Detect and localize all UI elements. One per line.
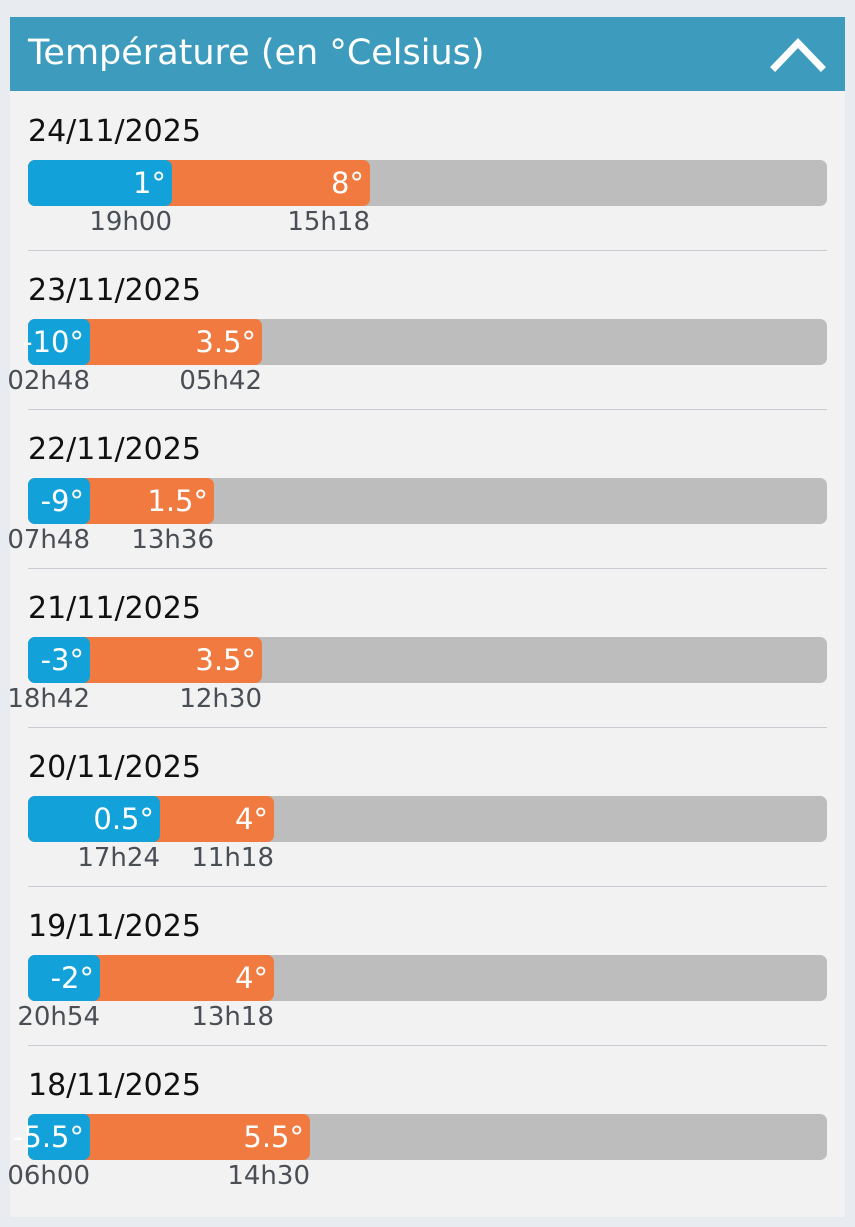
min-temperature-label: -9°: [40, 484, 84, 518]
temperature-range-track: 4° -2°: [28, 955, 827, 1001]
min-temperature-label: -5.5°: [12, 1120, 84, 1154]
max-temperature-time: 11h18: [191, 843, 274, 873]
chevron-up-icon: [770, 37, 826, 72]
min-temperature-time: 18h42: [7, 684, 90, 714]
max-temperature-time: 15h18: [287, 207, 370, 237]
min-temperature-label: -3°: [40, 643, 84, 677]
min-temperature-label: 1°: [133, 166, 166, 200]
max-temperature-label: 4°: [235, 802, 268, 836]
min-temperature-label: -10°: [22, 325, 84, 359]
day-date: 21/11/2025: [28, 591, 201, 626]
temperature-range-track: 1.5° -9°: [28, 478, 827, 524]
day-date: 23/11/2025: [28, 273, 201, 308]
panel-title: Température (en °Celsius): [28, 33, 485, 73]
panel-header[interactable]: Température (en °Celsius): [10, 17, 845, 91]
min-temperature-time: 17h24: [77, 843, 160, 873]
day-row: 20/11/2025 4° 0.5° 17h24 11h18: [10, 750, 845, 909]
day-date: 18/11/2025: [28, 1068, 201, 1103]
row-divider: [28, 1045, 827, 1046]
row-divider: [28, 886, 827, 887]
max-temperature-time: 12h30: [179, 684, 262, 714]
max-temperature-label: 1.5°: [147, 484, 208, 518]
temperature-range-track: 3.5° -3°: [28, 637, 827, 683]
min-temperature-bar: -5.5°: [13, 1114, 90, 1160]
day-row: 19/11/2025 4° -2° 20h54 13h18: [10, 909, 845, 1068]
max-temperature-time: 13h36: [131, 525, 214, 555]
min-temperature-bar: 0.5°: [28, 796, 160, 842]
day-row: 23/11/2025 3.5° -10° 02h48 05h42: [7, 273, 845, 432]
day-row: 21/11/2025 3.5° -3° 18h42 12h30: [7, 591, 845, 750]
day-date: 24/11/2025: [28, 114, 201, 149]
max-temperature-label: 4°: [235, 961, 268, 995]
day-row: 22/11/2025 1.5° -9° 07h48 13h36: [7, 432, 845, 591]
min-temperature-bar: -9°: [28, 478, 90, 524]
max-temperature-label: 5.5°: [243, 1120, 304, 1154]
day-row: 24/11/2025 8° 1° 19h00 15h18: [10, 114, 845, 273]
day-date: 19/11/2025: [28, 909, 201, 944]
min-temperature-time: 20h54: [17, 1002, 100, 1032]
min-temperature-label: 0.5°: [93, 802, 154, 836]
row-divider: [28, 409, 827, 410]
temperature-range-track: 4° 0.5°: [28, 796, 827, 842]
min-temperature-time: 19h00: [89, 207, 172, 237]
max-temperature-time: 13h18: [191, 1002, 274, 1032]
temperature-range-track: 8° 1°: [28, 160, 827, 206]
min-temperature-bar: -3°: [28, 637, 90, 683]
min-temperature-label: -2°: [50, 961, 94, 995]
row-divider: [28, 727, 827, 728]
row-divider: [28, 250, 827, 251]
min-temperature-time: 07h48: [7, 525, 90, 555]
day-row: 18/11/2025 5.5° -5.5° 06h00 14h30: [7, 1068, 845, 1227]
max-temperature-time: 05h42: [179, 366, 262, 396]
temperature-panel: Température (en °Celsius) 24/11/2025 8° 1°…: [7, 17, 845, 1217]
max-temperature-label: 8°: [331, 166, 364, 200]
collapse-button[interactable]: [769, 29, 827, 77]
day-date: 22/11/2025: [28, 432, 201, 467]
min-temperature-time: 06h00: [7, 1161, 90, 1191]
min-temperature-bar: -2°: [28, 955, 100, 1001]
row-divider: [28, 568, 827, 569]
day-date: 20/11/2025: [28, 750, 201, 785]
temperature-range-track: 3.5° -10°: [22, 319, 827, 365]
min-temperature-bar: 1°: [28, 160, 172, 206]
min-temperature-bar: -10°: [22, 319, 90, 365]
temperature-range-track: 5.5° -5.5°: [13, 1114, 827, 1160]
max-temperature-label: 3.5°: [195, 643, 256, 677]
max-temperature-label: 3.5°: [195, 325, 256, 359]
max-temperature-time: 14h30: [227, 1161, 310, 1191]
min-temperature-time: 02h48: [7, 366, 90, 396]
